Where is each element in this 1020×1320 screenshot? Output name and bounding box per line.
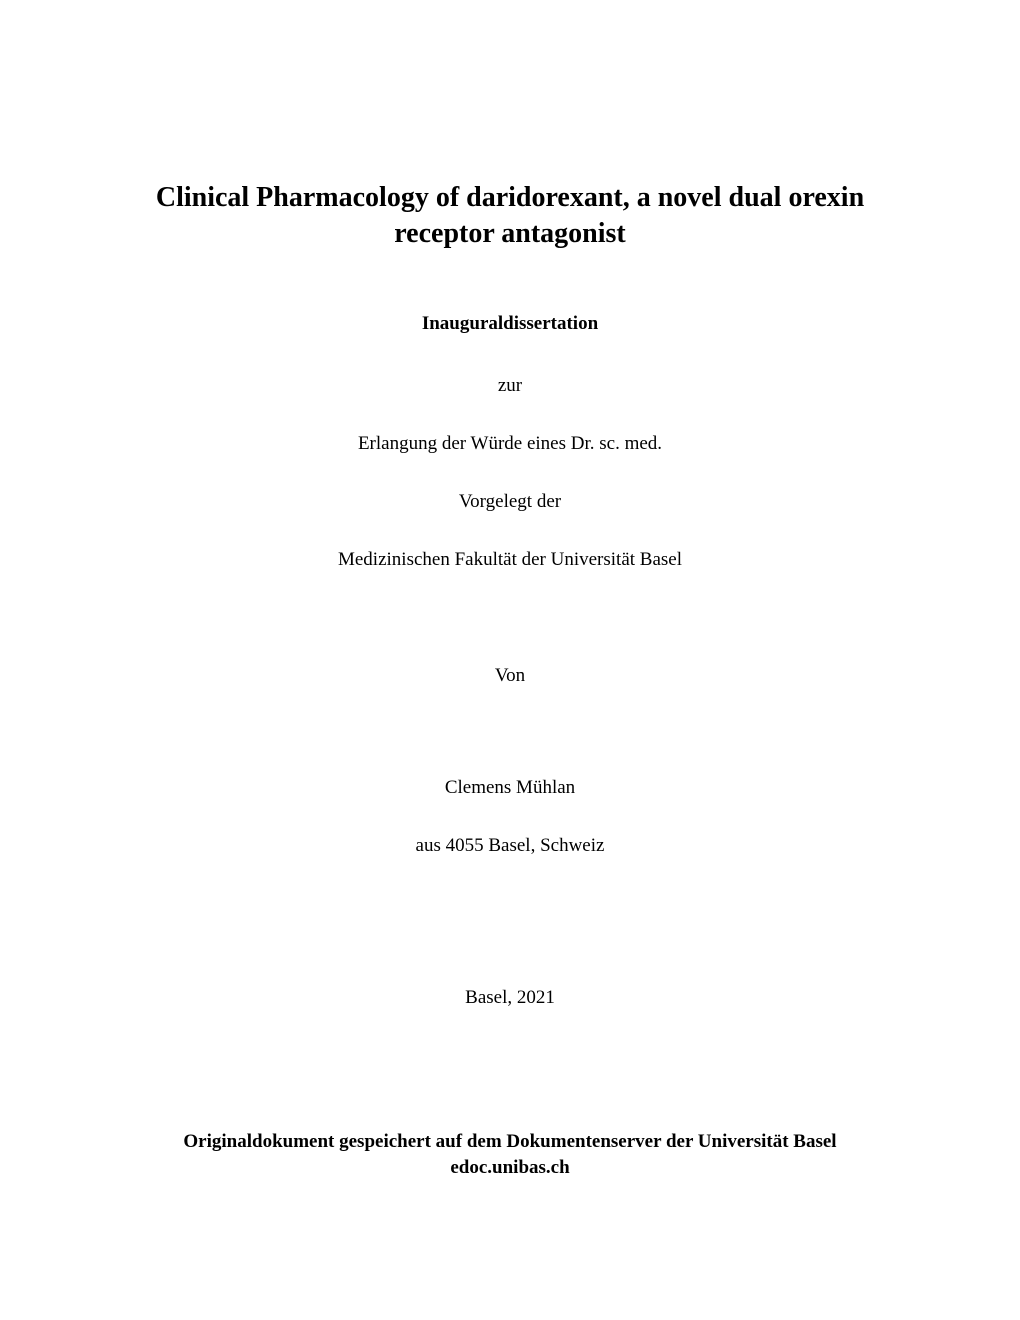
- line-erlangung: Erlangung der Würde eines Dr. sc. med.: [358, 433, 662, 455]
- line-fakultaet: Medizinischen Fakultät der Universität B…: [338, 549, 682, 571]
- author-origin: aus 4055 Basel, Schweiz: [416, 835, 605, 857]
- title-page: Clinical Pharmacology of daridorexant, a…: [110, 100, 910, 1240]
- author-name: Clemens Mühlan: [445, 777, 575, 799]
- place-and-year: Basel, 2021: [465, 987, 555, 1009]
- line-vorgelegt: Vorgelegt der: [459, 491, 561, 513]
- footer-server-url: edoc.unibas.ch: [450, 1155, 569, 1182]
- line-von: Von: [495, 665, 525, 687]
- document-title: Clinical Pharmacology of daridorexant, a…: [110, 180, 910, 253]
- line-zur: zur: [498, 375, 522, 397]
- footer-storage-note: Originaldokument gespeichert auf dem Dok…: [183, 1129, 836, 1156]
- dissertation-type: Inauguraldissertation: [422, 313, 598, 335]
